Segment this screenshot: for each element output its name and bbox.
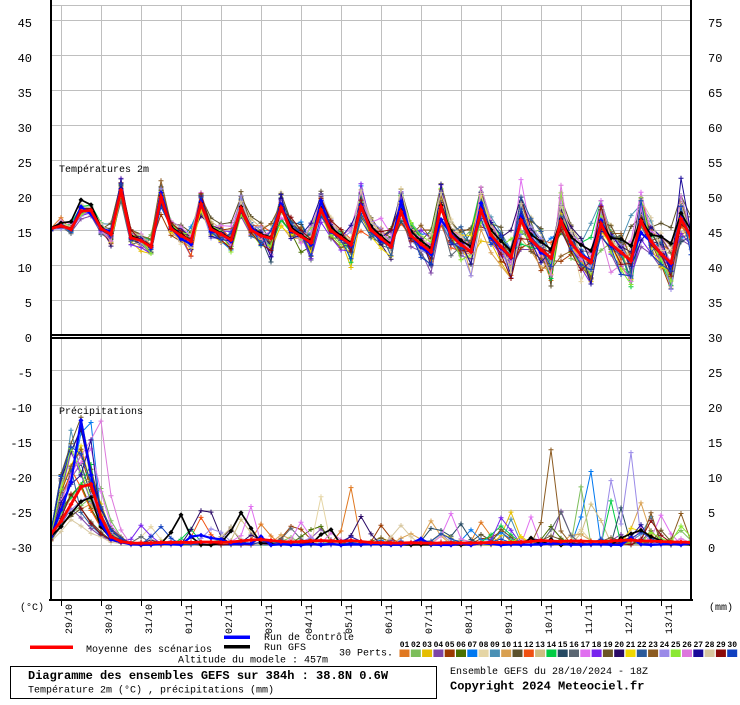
- svg-text:21: 21: [626, 641, 636, 650]
- svg-text:0: 0: [708, 542, 715, 556]
- svg-text:02: 02: [411, 641, 421, 650]
- svg-text:-5: -5: [18, 367, 32, 381]
- svg-text:17: 17: [580, 641, 590, 650]
- svg-text:50: 50: [708, 192, 722, 206]
- svg-text:26: 26: [682, 641, 692, 650]
- svg-text:30: 30: [727, 641, 737, 650]
- svg-text:60: 60: [708, 122, 722, 136]
- svg-text:10/11: 10/11: [544, 604, 556, 634]
- svg-text:06/11: 06/11: [384, 604, 396, 634]
- svg-text:01/11: 01/11: [184, 604, 196, 634]
- svg-text:-15: -15: [10, 437, 32, 451]
- svg-text:40: 40: [708, 262, 722, 276]
- svg-text:11: 11: [513, 641, 523, 650]
- svg-text:04: 04: [434, 641, 444, 650]
- svg-text:15: 15: [18, 227, 32, 241]
- svg-text:Copyright 2024 Meteociel.fr: Copyright 2024 Meteociel.fr: [450, 680, 644, 694]
- svg-text:65: 65: [708, 87, 722, 101]
- svg-text:01: 01: [400, 641, 410, 650]
- svg-text:09: 09: [490, 641, 500, 650]
- svg-text:(mm): (mm): [709, 602, 733, 614]
- svg-text:25: 25: [708, 367, 722, 381]
- svg-text:5: 5: [25, 297, 32, 311]
- svg-text:24: 24: [660, 641, 670, 650]
- svg-text:13: 13: [535, 641, 545, 650]
- svg-text:06: 06: [456, 641, 466, 650]
- svg-text:Température 2m (°C) , précipit: Température 2m (°C) , précipitations (mm…: [28, 685, 274, 697]
- svg-text:05: 05: [445, 641, 455, 650]
- svg-text:13/11: 13/11: [664, 604, 676, 634]
- svg-text:25: 25: [18, 157, 32, 171]
- svg-text:40: 40: [18, 52, 32, 66]
- svg-text:45: 45: [18, 17, 32, 31]
- svg-text:5: 5: [708, 507, 715, 521]
- svg-text:12: 12: [524, 641, 534, 650]
- svg-text:-25: -25: [10, 507, 32, 521]
- svg-text:02/11: 02/11: [224, 604, 236, 634]
- svg-text:70: 70: [708, 52, 722, 66]
- svg-text:30: 30: [708, 332, 722, 346]
- svg-text:Ensemble GEFS du 28/10/2024 -: Ensemble GEFS du 28/10/2024 - 18Z: [450, 666, 648, 678]
- svg-text:Run de contrôle: Run de contrôle: [264, 632, 354, 644]
- svg-text:10: 10: [708, 472, 722, 486]
- svg-text:23: 23: [648, 641, 658, 650]
- svg-text:0: 0: [25, 332, 32, 346]
- svg-text:25: 25: [671, 641, 681, 650]
- svg-text:20: 20: [18, 192, 32, 206]
- svg-text:22: 22: [637, 641, 647, 650]
- svg-text:29: 29: [716, 641, 726, 650]
- svg-text:Diagramme des ensembles GEFS s: Diagramme des ensembles GEFS sur 384h : …: [28, 669, 389, 683]
- svg-text:09/11: 09/11: [504, 604, 516, 634]
- svg-text:10: 10: [18, 262, 32, 276]
- svg-text:11/11: 11/11: [584, 604, 596, 634]
- svg-text:Précipitations: Précipitations: [59, 406, 143, 418]
- svg-text:08/11: 08/11: [464, 604, 476, 634]
- svg-text:10: 10: [501, 641, 511, 650]
- svg-text:18: 18: [592, 641, 602, 650]
- svg-text:19: 19: [603, 641, 613, 650]
- svg-text:-30: -30: [10, 542, 32, 556]
- svg-text:35: 35: [708, 297, 722, 311]
- svg-text:03/11: 03/11: [264, 604, 276, 634]
- svg-text:15: 15: [708, 437, 722, 451]
- svg-text:35: 35: [18, 87, 32, 101]
- svg-text:-10: -10: [10, 402, 32, 416]
- svg-text:(°C): (°C): [20, 602, 44, 614]
- svg-text:29/10: 29/10: [64, 604, 76, 634]
- svg-text:30: 30: [18, 122, 32, 136]
- svg-text:05/11: 05/11: [344, 604, 356, 634]
- svg-text:12/11: 12/11: [624, 604, 636, 634]
- svg-text:27: 27: [693, 641, 703, 650]
- svg-text:-20: -20: [10, 472, 32, 486]
- svg-text:03: 03: [422, 641, 432, 650]
- svg-text:04/11: 04/11: [304, 604, 316, 634]
- svg-text:20: 20: [614, 641, 624, 650]
- svg-text:30 Perts.: 30 Perts.: [339, 649, 393, 660]
- svg-text:45: 45: [708, 227, 722, 241]
- svg-text:07: 07: [467, 641, 477, 650]
- svg-text:16: 16: [569, 641, 579, 650]
- svg-text:Moyenne des scénarios: Moyenne des scénarios: [86, 644, 212, 656]
- svg-text:Altitude du modele : 457m: Altitude du modele : 457m: [178, 655, 328, 667]
- svg-text:07/11: 07/11: [424, 604, 436, 634]
- svg-text:75: 75: [708, 17, 722, 31]
- svg-text:28: 28: [705, 641, 715, 650]
- svg-text:Températures 2m: Températures 2m: [59, 164, 149, 176]
- svg-text:Run GFS: Run GFS: [264, 643, 306, 654]
- svg-text:15: 15: [558, 641, 568, 650]
- svg-text:55: 55: [708, 157, 722, 171]
- svg-text:20: 20: [708, 402, 722, 416]
- svg-text:14: 14: [547, 641, 557, 650]
- svg-text:31/10: 31/10: [144, 604, 156, 634]
- svg-text:08: 08: [479, 641, 489, 650]
- svg-text:30/10: 30/10: [104, 604, 116, 634]
